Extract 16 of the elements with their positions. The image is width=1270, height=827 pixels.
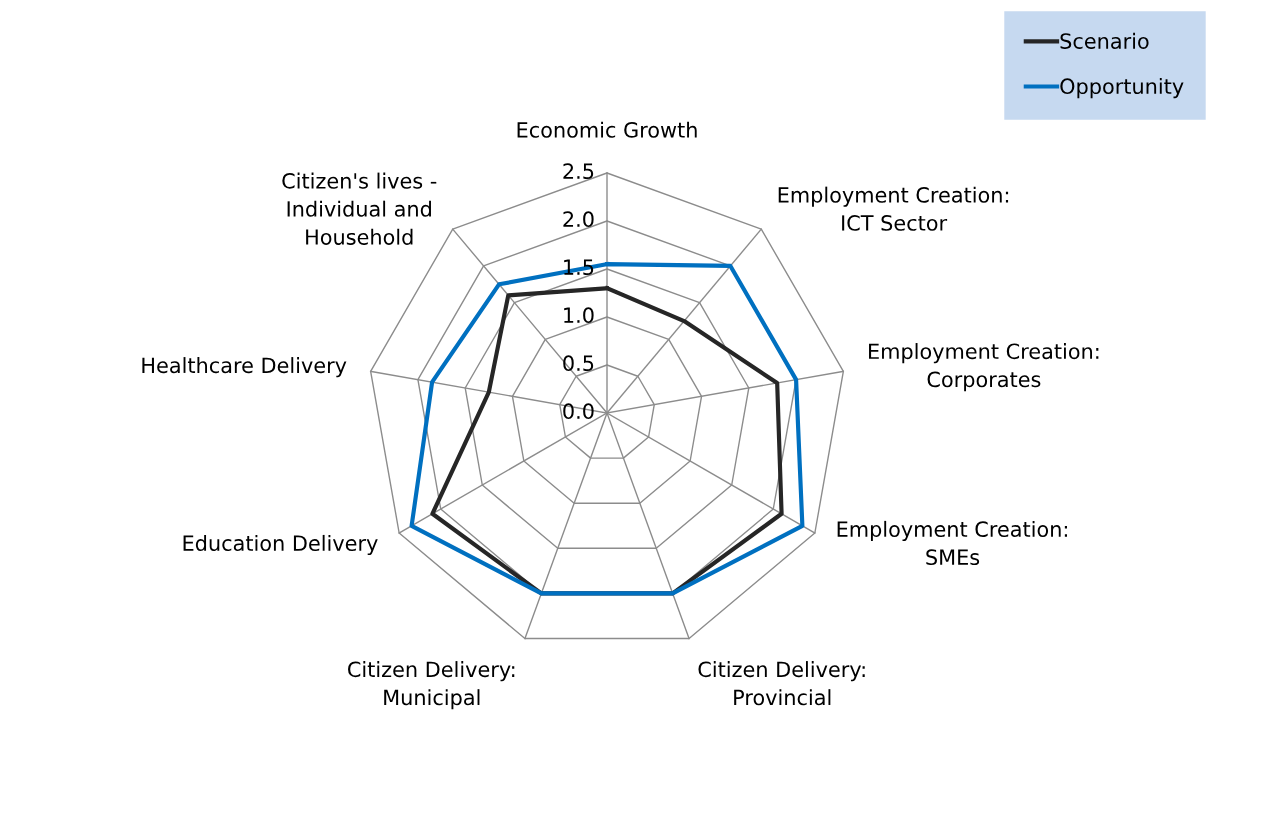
spoke-label: Economic Growth bbox=[517, 121, 697, 138]
spoke-label: Employment Creation: SMEs bbox=[837, 520, 1067, 566]
spoke-label: Citizen Delivery: Municipal bbox=[348, 661, 515, 710]
y-tick-label: 0.5 bbox=[563, 355, 594, 372]
spoke-label: Citizen's lives - Individual and Household bbox=[282, 172, 437, 245]
y-tick-label: 0.0 bbox=[563, 403, 594, 420]
spoke-label: Healthcare Delivery bbox=[142, 357, 347, 378]
y-tick-label: 2.0 bbox=[563, 211, 594, 228]
spoke-label: Employment Creation: ICT Sector bbox=[778, 186, 1009, 231]
spoke-label: Education Delivery bbox=[183, 534, 378, 556]
spoke-label: Citizen Delivery: Provincial bbox=[698, 661, 865, 706]
y-tick-label: 1.0 bbox=[564, 307, 594, 324]
legend-label: Opportunity bbox=[1060, 78, 1184, 99]
spoke-label: Employment Creation: Corporates bbox=[869, 343, 1099, 392]
legend-label: Scenario bbox=[1060, 32, 1149, 49]
y-tick-label: 2.5 bbox=[563, 163, 594, 180]
